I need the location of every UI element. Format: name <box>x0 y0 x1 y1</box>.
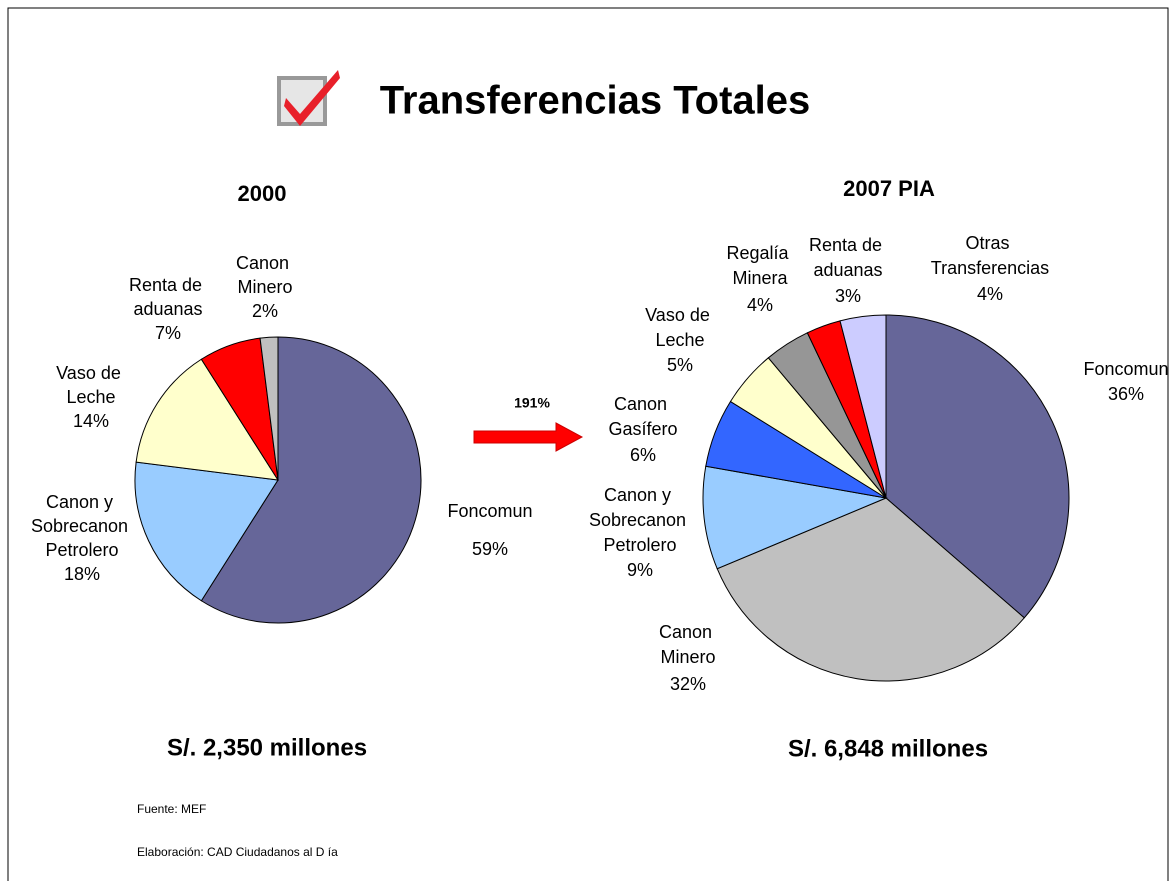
slice-label: Regalía Minera <box>726 243 793 288</box>
pie-slice <box>259 336 279 481</box>
slice-label: Otras Transferencias <box>931 233 1049 278</box>
slice-label: Canon y Sobrecanon Petrolero <box>589 485 691 555</box>
slice-label: Canon Gasífero <box>608 394 677 439</box>
slice-value-label: 18% <box>64 564 100 584</box>
slice-label: Canon y Sobrecanon Petrolero <box>31 492 133 560</box>
pie-slice <box>135 358 279 481</box>
pie-slice <box>200 336 422 624</box>
pie-slice <box>702 465 888 570</box>
slice-value-label: 14% <box>73 411 109 431</box>
growth-arrow <box>473 422 584 452</box>
slice-label: Vaso de Leche <box>56 363 126 407</box>
slice-value-label: 36% <box>1108 384 1144 404</box>
chart-caption: S/. 2,350 millones <box>167 734 367 761</box>
slice-value-label: 9% <box>627 560 653 580</box>
chart-title: 2000 <box>238 181 287 206</box>
frame <box>7 7 1169 881</box>
pie-slice <box>839 314 887 499</box>
slice-value-label: 5% <box>667 355 693 375</box>
arrow-label: 191% <box>514 395 550 411</box>
slice-label: Renta de aduanas <box>809 235 887 280</box>
pie-slice <box>716 497 1026 682</box>
footer-credit: Elaboración: CAD Ciudadanos al D ía <box>137 845 338 859</box>
slice-value-label: 3% <box>835 286 861 306</box>
chart-caption: S/. 6,848 millones <box>788 735 988 762</box>
slice-value-label: 2% <box>252 301 278 321</box>
chart-title: 2007 PIA <box>843 176 935 201</box>
slice-label: Canon Minero <box>236 253 294 297</box>
slice-value-label: 7% <box>155 323 181 343</box>
slice-label: Foncomun <box>447 501 532 521</box>
slice-value-label: 6% <box>630 445 656 465</box>
page-title: Transferencias Totales <box>380 79 811 123</box>
check-icon <box>277 70 340 126</box>
slice-value-label: 32% <box>670 674 706 694</box>
slice-value-label: 4% <box>977 284 1003 304</box>
footer-source: Fuente: MEF <box>137 802 206 816</box>
slice-label: Renta de aduanas <box>129 275 207 319</box>
slice-value-label: 4% <box>747 295 773 315</box>
pie-slice <box>885 314 1070 619</box>
slice-label: Foncomun <box>1083 359 1168 379</box>
slice-label: Vaso de Leche <box>645 305 715 350</box>
slice-label: Canon Minero <box>659 622 717 667</box>
pie-slice <box>134 461 279 602</box>
slice-value-label: 59% <box>472 539 508 559</box>
